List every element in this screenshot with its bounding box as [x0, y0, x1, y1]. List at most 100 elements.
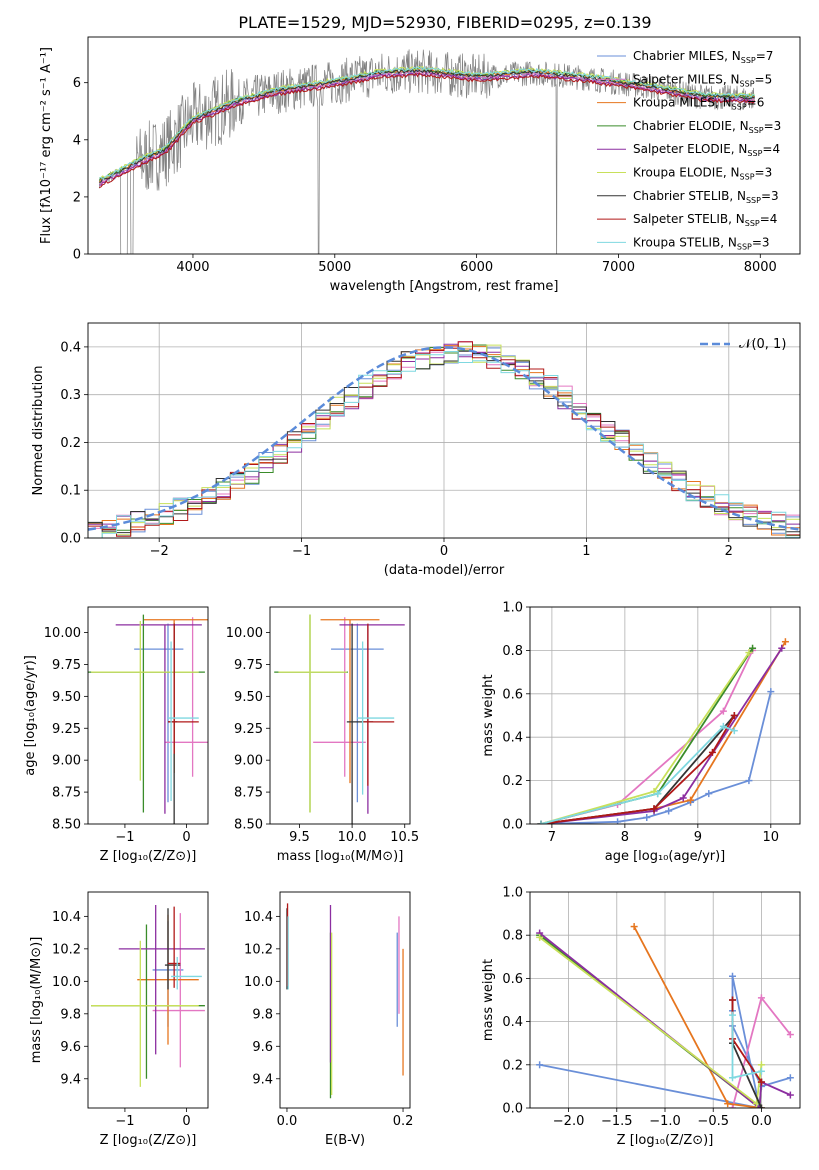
y-tick-label: 6 [73, 76, 81, 91]
spectrum-legend: Chabrier MILES, NSSP=7 Salpeter MILES, NS… [597, 49, 781, 251]
y-tick-label: 0.0 [60, 532, 81, 547]
y-tick-label: 9.00 [234, 754, 263, 769]
y-tick-label: 0.6 [502, 972, 523, 987]
legend-entry: Kroupa MILES, NSSP=6 [633, 96, 764, 112]
x-tick-label: −2 [150, 544, 169, 559]
legend-entry: Chabrier ELODIE, NSSP=3 [633, 119, 781, 135]
x-axis-label: wavelength [Angstrom, rest frame] [330, 279, 559, 294]
y-tick-label: 1.0 [502, 886, 523, 901]
y-tick-label: 0.4 [502, 1015, 523, 1030]
residuals-axes: −2 −1 0 1 2 0.0 0.1 0.2 0.3 0.4 (data-model)/error… [31, 322, 801, 578]
y-tick-label: 0.4 [60, 340, 81, 355]
age_vs_Z-plot-area [88, 607, 208, 824]
y-tick-label: 9.6 [252, 1040, 273, 1055]
y-tick-label: 8.75 [52, 786, 81, 801]
model-line [99, 66, 755, 180]
x-tick-label: 7 [548, 830, 556, 845]
y-tick-label: 10.2 [52, 942, 81, 957]
y-tick-label: 10.0 [244, 975, 273, 990]
weight-line [540, 715, 736, 824]
x-tick-label: 9 [694, 830, 702, 845]
spectrum-axes: 4000 5000 6000 7000 8000 0 2 4 6 wavelength [Angs… [39, 36, 801, 294]
y-tick-label: 9.25 [52, 722, 81, 737]
y-tick-label: 9.6 [60, 1040, 81, 1055]
legend-entry: Salpeter ELODIE, NSSP=4 [633, 142, 780, 158]
y-tick-label: 10.4 [244, 910, 273, 925]
x-tick-label: −1 [115, 830, 134, 845]
x-axis-label: Z [log₁₀(Z/Z⊙)] [617, 1133, 714, 1148]
y-tick-label: 10.2 [244, 942, 273, 957]
spectrum-content [98, 49, 756, 254]
legend-entry: Chabrier STELIB, NSSP=3 [633, 189, 779, 205]
legend-entry: Kroupa STELIB, NSSP=3 [633, 235, 770, 251]
y-tick-label: 9.4 [60, 1072, 81, 1087]
x-axis-label: Z [log₁₀(Z/Z⊙)] [100, 1133, 197, 1148]
x-tick-label: 0.0 [277, 1114, 298, 1129]
legend-entry: 𝒩(0, 1) [739, 337, 786, 352]
weight-line [540, 691, 772, 824]
weight-line [540, 647, 783, 824]
x-tick-label: 0 [182, 830, 190, 845]
x-tick-label: −1.0 [649, 1114, 681, 1129]
y-tick-label: 9.75 [234, 658, 263, 673]
age_vs_mass-frame [269, 606, 411, 825]
y-axis-label: Flux [fλ10⁻¹⁷ erg cm⁻² s⁻¹ A⁻¹] [39, 47, 54, 244]
figure-title: PLATE=1529, MJD=52930, FIBERID=0295, z=0… [238, 13, 651, 32]
age_vs_Z-frame [87, 606, 209, 825]
mass_vs_EBV-frame [279, 891, 411, 1109]
age_vs_Z-axes: −1 0 8.50 8.75 9.00 9.25 9.50 9.75 10.00 Z [log₁₀… [23, 606, 209, 864]
y-tick-label: 9.75 [52, 658, 81, 673]
y-tick-label: 0.0 [502, 818, 523, 833]
legend-entry: Salpeter STELIB, NSSP=4 [633, 212, 777, 228]
model-line [99, 68, 755, 183]
age_vs_mass-plot-area [270, 607, 410, 824]
x-tick-label: 10.5 [390, 830, 419, 845]
mass_weight_vs_age-content [537, 638, 789, 824]
y-tick-label: 9.50 [234, 690, 263, 705]
y-tick-label: 9.50 [52, 690, 81, 705]
mass_vs_Z-frame [87, 891, 209, 1109]
residuals-frame [87, 322, 801, 539]
y-tick-label: 10.00 [226, 626, 263, 641]
residuals-content [88, 341, 800, 538]
mass_weight_vs_Z-content [536, 923, 794, 1108]
x-tick-label: −1 [115, 1114, 134, 1129]
y-tick-label: 0.8 [502, 644, 523, 659]
mass_weight_vs_age-axes: 7 8 9 10 0.0 0.2 0.4 0.6 0.8 1.0 age [log₁₀(age/yr… [481, 601, 801, 864]
histogram-line [88, 351, 800, 538]
y-tick-label: 9.00 [52, 754, 81, 769]
y-tick-label: 0.2 [502, 774, 523, 789]
x-tick-label: 1 [582, 544, 590, 559]
x-tick-label: 5000 [318, 260, 351, 275]
y-tick-label: 0.1 [60, 484, 81, 499]
mass_weight_vs_Z-axes: −2.0 −1.5 −1.0 −0.5 0.0 0.0 0.2 0.4 0.6 0.8 1.0 Z [… [481, 886, 801, 1148]
mass_vs_EBV-plot-area [280, 892, 410, 1108]
y-tick-label: 0.3 [60, 388, 81, 403]
age_vs_mass-axes: 9.5 10.0 10.5 8.50 8.75 9.00 9.25 9.50 9.75 10.00… [226, 606, 419, 864]
y-axis-label: Normed distribution [31, 366, 46, 496]
y-tick-label: 10.00 [44, 626, 81, 641]
x-tick-label: −1 [292, 544, 311, 559]
mass_vs_Z-axes: −1 0 9.4 9.6 9.8 10.0 10.2 10.4 Z [log₁₀(Z/Z⊙)] m… [29, 891, 209, 1148]
y-tick-label: 0.8 [502, 929, 523, 944]
y-tick-label: 2 [73, 190, 81, 205]
x-axis-label: mass [log₁₀(M/M⊙)] [277, 849, 404, 864]
x-tick-label: 10 [763, 830, 780, 845]
y-tick-label: 8.50 [52, 818, 81, 833]
y-tick-label: 0.6 [502, 687, 523, 702]
y-tick-label: 9.8 [60, 1007, 81, 1022]
x-tick-label: 8 [621, 830, 629, 845]
y-tick-label: 9.25 [234, 722, 263, 737]
legend-entry: Kroupa ELODIE, NSSP=3 [633, 166, 772, 182]
mass_vs_Z-content [91, 904, 205, 1087]
y-tick-label: 0.0 [502, 1102, 523, 1117]
model-line [99, 72, 756, 189]
y-tick-label: 10.4 [52, 910, 81, 925]
y-axis-label: mass weight [481, 674, 496, 756]
x-tick-label: −0.5 [697, 1114, 729, 1129]
age_vs_mass-content [274, 614, 405, 824]
y-axis-label: age [log₁₀(age/yr)] [23, 655, 38, 776]
x-tick-label: 2 [725, 544, 733, 559]
weight-line [540, 725, 735, 824]
